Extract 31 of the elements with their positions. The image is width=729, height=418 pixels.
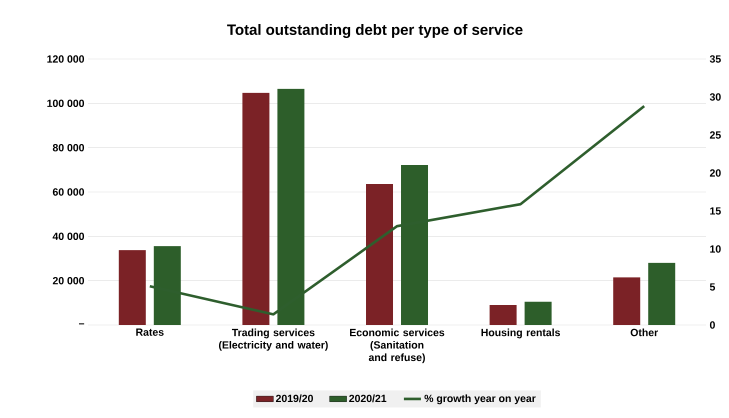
legend-label: 2019/20 xyxy=(276,394,313,402)
y-tick-label: 40 000 xyxy=(52,232,84,240)
y-tick-label: 60 000 xyxy=(52,188,84,196)
y2-tick-label: 35 xyxy=(710,55,721,63)
y-tick-label: – xyxy=(78,323,84,324)
y2-tick-label: 25 xyxy=(710,131,721,139)
y2-tick-label: 5 xyxy=(710,283,716,291)
x-tick-label: Economic services (Sanitation and refuse) xyxy=(350,328,444,364)
bar xyxy=(648,262,676,325)
y-tick-label: 100 000 xyxy=(47,100,84,108)
x-tick-label: Trading services (Electricity and water) xyxy=(218,328,328,351)
y2-tick-label: 20 xyxy=(710,169,721,177)
legend-label: 2020/21 xyxy=(349,394,386,402)
x-tick-label: Rates xyxy=(136,328,164,336)
bar xyxy=(490,305,517,325)
y-tick-label: 20 000 xyxy=(52,276,84,284)
chart-title: Total outstanding debt per type of service xyxy=(227,24,523,38)
y-tick-label: 120 000 xyxy=(47,55,84,63)
bar xyxy=(242,92,270,325)
y2-tick-label: 30 xyxy=(710,93,721,101)
bar xyxy=(613,277,640,325)
y2-tick-label: 10 xyxy=(710,245,721,253)
y2-tick-label: 15 xyxy=(710,207,721,215)
y-tick-label: 80 000 xyxy=(52,144,84,152)
legend-label: % growth year on year xyxy=(424,394,536,404)
x-tick-label: Other xyxy=(630,328,658,336)
y2-tick-label: 0 xyxy=(710,321,715,329)
bar xyxy=(118,250,146,325)
x-tick-label: Housing rentals xyxy=(481,328,560,338)
bar xyxy=(524,302,552,325)
bar xyxy=(366,184,394,325)
